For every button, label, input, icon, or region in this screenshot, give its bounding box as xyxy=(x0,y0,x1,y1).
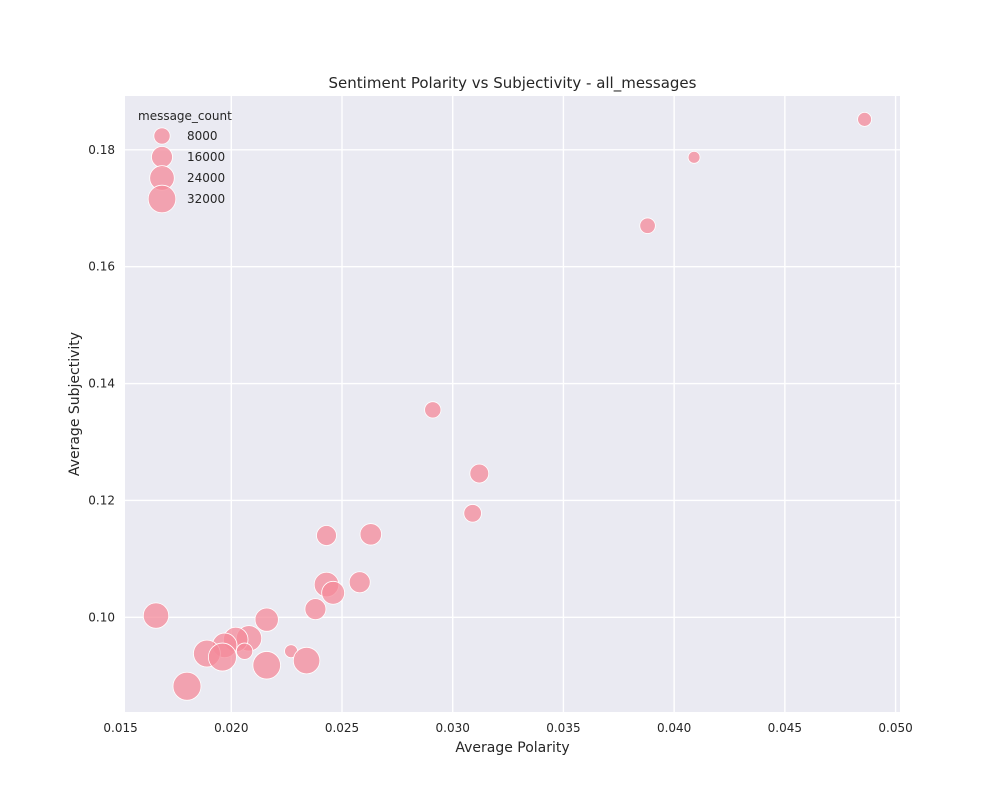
y-axis-ticks: 0.10 0.12 0.14 0.16 0.18 xyxy=(88,143,115,625)
x-tick-label: 0.040 xyxy=(657,721,691,735)
x-tick-label: 0.050 xyxy=(878,721,912,735)
y-tick-label: 0.18 xyxy=(88,143,115,157)
scatter-point xyxy=(321,580,345,605)
scatter-point xyxy=(469,463,490,484)
legend-marker xyxy=(151,146,173,168)
legend-marker xyxy=(147,184,177,214)
x-tick-label: 0.045 xyxy=(768,721,802,735)
plot-area xyxy=(125,96,900,712)
x-tick-label: 0.030 xyxy=(436,721,470,735)
scatter-point xyxy=(639,217,656,234)
x-axis-ticks: 0.015 0.020 0.025 0.030 0.035 0.040 0.045 0.050 xyxy=(103,721,912,735)
scatter-point xyxy=(359,523,382,546)
legend-label: 16000 xyxy=(187,150,225,164)
scatter-point xyxy=(316,525,337,546)
scatter-point xyxy=(857,112,872,127)
legend-label: 32000 xyxy=(187,192,225,206)
y-tick-label: 0.10 xyxy=(88,610,115,624)
y-tick-label: 0.14 xyxy=(88,377,115,391)
x-tick-label: 0.020 xyxy=(214,721,248,735)
scatter-point xyxy=(208,642,237,672)
chart-title: Sentiment Polarity vs Subjectivity - all… xyxy=(329,74,697,93)
data-points xyxy=(142,112,872,701)
x-axis-label: Average Polarity xyxy=(455,740,569,756)
scatter-point xyxy=(304,598,327,621)
legend-title: message_count xyxy=(138,109,232,123)
y-tick-label: 0.12 xyxy=(88,493,115,507)
scatter-point xyxy=(236,642,254,660)
scatter-point xyxy=(172,671,202,701)
grid-lines xyxy=(119,96,900,712)
scatter-point xyxy=(348,571,371,594)
legend-label: 24000 xyxy=(187,171,225,185)
scatter-point xyxy=(252,651,281,680)
scatter-point xyxy=(254,607,279,632)
x-tick-label: 0.025 xyxy=(325,721,359,735)
y-axis-label: Average Subjectivity xyxy=(67,332,83,476)
legend-label: 8000 xyxy=(187,129,218,143)
x-tick-label: 0.035 xyxy=(546,721,580,735)
scatter-point xyxy=(687,150,701,164)
y-tick-label: 0.16 xyxy=(88,260,115,274)
scatter-point xyxy=(463,504,482,523)
legend-marker xyxy=(153,127,171,145)
x-tick-label: 0.015 xyxy=(103,721,137,735)
scatter-point xyxy=(292,646,321,675)
scatter-point xyxy=(142,602,170,629)
scatter-point xyxy=(424,401,442,419)
legend: message_count 8000 16000 24000 32000 xyxy=(138,109,232,214)
